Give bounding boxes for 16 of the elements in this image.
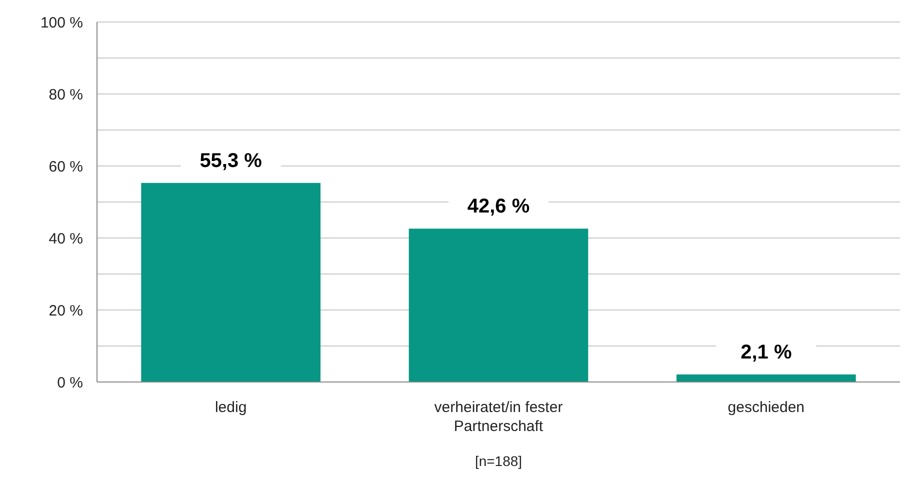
data-label: 2,1 % [740,341,792,364]
text: [n=188] [474,453,522,469]
x-tick-label: ledig [214,399,247,416]
y-tick-label: 0 % [57,374,83,392]
bar [408,228,588,382]
data-label: 42,6 % [467,196,530,218]
x-tick-label: geschieden [728,399,805,416]
data-label: 55,3 % [200,150,262,172]
y-tick-label: 20 % [48,302,83,320]
y-tick-label: 60 % [48,158,83,176]
x-tick-label: verheiratet/in fester Partnerschaft [434,399,563,435]
bar [141,182,320,382]
y-tick-label: 40 % [48,230,83,248]
y-tick-label: 80 % [48,86,83,104]
y-tick-label: 100 % [40,14,83,32]
bar [676,374,856,382]
